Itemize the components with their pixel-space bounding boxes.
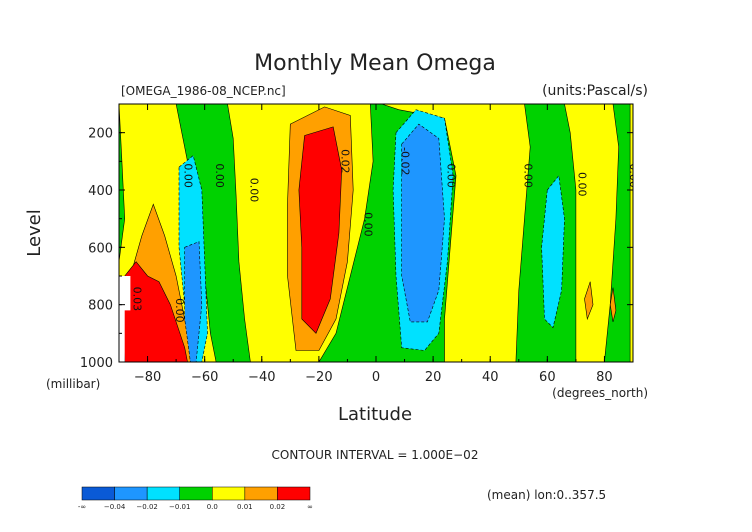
y-tick-label: 1000 <box>80 356 113 371</box>
colorbar-label: 0.01 <box>237 503 253 511</box>
contour-label: 0.00 <box>362 212 375 237</box>
region-orange-spot-2 <box>609 287 617 322</box>
x-tick-label: 0 <box>372 370 380 385</box>
x-tick-label: −80 <box>134 370 161 385</box>
contour-label: 0.00 <box>182 163 195 188</box>
colorbar-label: 0.02 <box>270 503 286 511</box>
chart-title: Monthly Mean Omega <box>254 51 496 76</box>
colorbar-swatch <box>212 486 246 501</box>
y-tick-label: 200 <box>88 127 113 142</box>
colorbar-label: -∞ <box>78 503 86 511</box>
contour-label: -0.02 <box>399 147 412 175</box>
y-tick-label: 600 <box>88 241 113 256</box>
units-label: (units:Pascal/s) <box>542 83 648 99</box>
x-tick-label: 80 <box>596 370 613 385</box>
colorbar: -∞ −0.04 −0.02 −0.01 0.0 0.01 0.02 ∞ <box>78 486 313 511</box>
x-axis: −80 −60 −40 −20 0 20 40 60 80 <box>118 104 634 385</box>
file-label: [OMEGA_1986-08_NCEP.nc] <box>121 84 286 98</box>
mean-note: (mean) lon:0..357.5 <box>487 488 606 502</box>
colorbar-swatch <box>81 486 115 501</box>
contour-interval: CONTOUR INTERVAL = 1.000E−02 <box>272 448 479 462</box>
region-cyan-farnorth <box>541 174 565 329</box>
contour-labels: 0.00 0.00 0.00 0.02 0.00 -0.02 0.00 0.00 0.00 0.0… <box>130 147 640 323</box>
colorbar-label: −0.04 <box>104 503 126 511</box>
y-tick-label: 400 <box>88 184 113 199</box>
x-axis-label: Latitude <box>338 404 412 425</box>
y-axis-label: Level <box>24 209 45 257</box>
region-orange-spot-1 <box>584 281 594 321</box>
contour-label: 0.02 <box>339 149 352 174</box>
y-tick-label: 800 <box>88 299 113 314</box>
contour-label: 0.00 <box>213 163 226 188</box>
colorbar-label: 0.0 <box>207 503 218 511</box>
colorbar-label: ∞ <box>307 503 313 511</box>
x-tick-label: −20 <box>305 370 332 385</box>
colorbar-swatch <box>277 486 311 501</box>
colorbar-swatch <box>244 486 278 501</box>
y-axis: 200 400 600 800 1000 <box>80 103 633 371</box>
region-blue-south <box>184 241 203 362</box>
contour-label: 0.00 <box>576 172 589 197</box>
x-tick-label: −40 <box>248 370 275 385</box>
region-yellow-farnorth <box>564 104 620 362</box>
contour-label: 0.00 <box>173 298 186 323</box>
contour-label: 0.00 <box>247 178 260 203</box>
x-units-label: (degrees_north) <box>552 386 648 400</box>
contour-label: 0.00 <box>444 163 457 188</box>
colorbar-swatch <box>114 486 148 501</box>
colorbar-label: −0.01 <box>169 503 190 511</box>
y-units-label: (millibar) <box>46 377 100 391</box>
x-tick-label: 20 <box>425 370 442 385</box>
contour-fills <box>119 104 633 362</box>
region-yellow-edge <box>629 104 633 362</box>
colorbar-swatch <box>146 486 180 501</box>
colorbar-swatch <box>179 486 213 501</box>
region-blue-north <box>401 123 445 323</box>
contour-label: 0.00 <box>521 163 534 188</box>
region-white-mask <box>119 276 131 362</box>
contour-label: 0.00 <box>627 163 640 188</box>
x-tick-label: 40 <box>482 370 499 385</box>
contour-label: 0.03 <box>130 287 143 312</box>
region-red-midsouth <box>298 126 343 334</box>
colorbar-label: −0.02 <box>136 503 157 511</box>
x-tick-label: −60 <box>191 370 218 385</box>
x-tick-label: 60 <box>539 370 556 385</box>
